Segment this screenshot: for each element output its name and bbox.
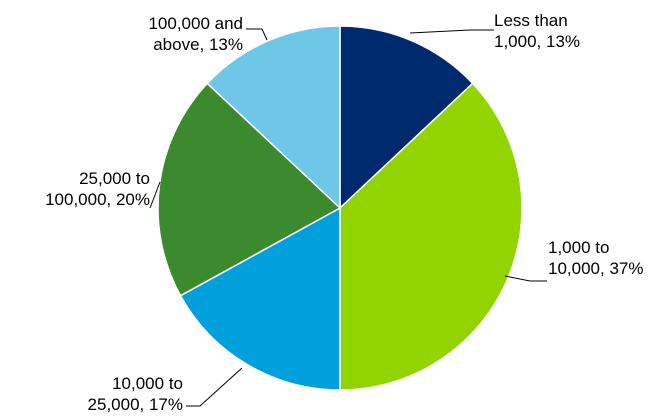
leader-line-1 xyxy=(409,29,494,34)
slice-label-line: 25,000, 17% xyxy=(88,395,183,414)
leader-line-3 xyxy=(186,367,243,407)
slice-label-line: 100,000 and xyxy=(148,14,243,33)
pie-slice-1 xyxy=(339,25,474,210)
slice-label-5: 100,000 and above, 13% xyxy=(148,14,243,54)
slice-label-line: above, 13% xyxy=(153,35,243,54)
slice-label-line: Less than xyxy=(494,11,568,30)
slice-label-3: 10,000 to 25,000, 17% xyxy=(88,374,183,414)
slice-label-line: 10,000 to xyxy=(112,374,183,393)
pie-slice-4 xyxy=(157,82,342,297)
slice-label-line: 1,000 to xyxy=(548,238,609,257)
slice-label-4: 25,000 to 100,000, 20% xyxy=(45,169,150,209)
leader-line-4 xyxy=(149,181,161,209)
slice-label-2: 1,000 to 10,000, 37% xyxy=(548,238,643,278)
pie-slice-5 xyxy=(206,25,341,210)
leader-line-2 xyxy=(504,275,547,282)
leader-line-5 xyxy=(246,28,268,41)
pie-slices xyxy=(157,25,523,391)
slice-label-1: Less than 1,000, 13% xyxy=(494,11,580,51)
slice-label-line: 1,000, 13% xyxy=(494,32,580,51)
slice-labels: Less than 1,000, 13% 1,000 to 10,000, 37% 10… xyxy=(45,11,643,414)
pie-slice-2 xyxy=(339,82,523,391)
slice-label-line: 10,000, 37% xyxy=(548,259,643,278)
pie-slice-3 xyxy=(179,206,341,391)
slice-label-line: 100,000, 20% xyxy=(45,190,150,209)
label-leader-lines xyxy=(149,28,547,407)
slice-label-line: 25,000 to xyxy=(79,169,150,188)
